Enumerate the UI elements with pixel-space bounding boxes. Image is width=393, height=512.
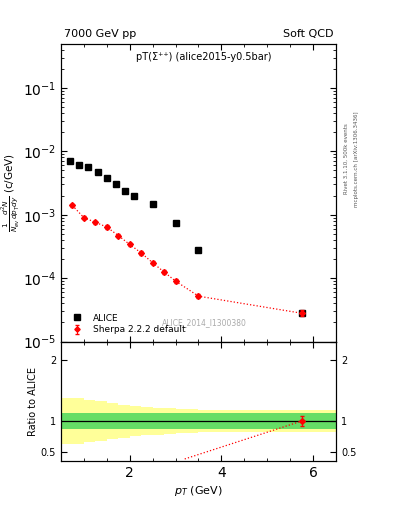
ALICE: [114, 181, 118, 187]
Line: ALICE: ALICE: [67, 158, 305, 316]
Text: mcplots.cern.ch [arXiv:1306.3436]: mcplots.cern.ch [arXiv:1306.3436]: [354, 111, 359, 206]
ALICE: [77, 162, 82, 168]
ALICE: [68, 158, 72, 164]
ALICE: [132, 193, 137, 199]
ALICE: [123, 187, 127, 194]
Y-axis label: Ratio to ALICE: Ratio to ALICE: [28, 367, 38, 436]
Text: 7000 GeV pp: 7000 GeV pp: [64, 29, 136, 39]
ALICE: [86, 164, 91, 170]
Text: Rivet 3.1.10, 500k events: Rivet 3.1.10, 500k events: [344, 123, 349, 194]
Text: Soft QCD: Soft QCD: [283, 29, 333, 39]
Text: pT(Σ⁺⁺) (alice2015-y0.5bar): pT(Σ⁺⁺) (alice2015-y0.5bar): [136, 52, 272, 62]
Legend: ALICE, Sherpa 2.2.2 default: ALICE, Sherpa 2.2.2 default: [65, 311, 189, 337]
X-axis label: $p_T$ (GeV): $p_T$ (GeV): [174, 484, 223, 498]
ALICE: [173, 220, 178, 226]
Y-axis label: $\frac{1}{N_{ev}}\frac{d^2N}{dp_{T}dy}$ (c/GeV): $\frac{1}{N_{ev}}\frac{d^2N}{dp_{T}dy}$ …: [0, 153, 21, 232]
ALICE: [95, 169, 100, 175]
ALICE: [150, 201, 155, 207]
ALICE: [299, 310, 304, 316]
Text: ALICE_2014_I1300380: ALICE_2014_I1300380: [162, 317, 246, 327]
ALICE: [105, 175, 109, 181]
ALICE: [196, 247, 201, 253]
